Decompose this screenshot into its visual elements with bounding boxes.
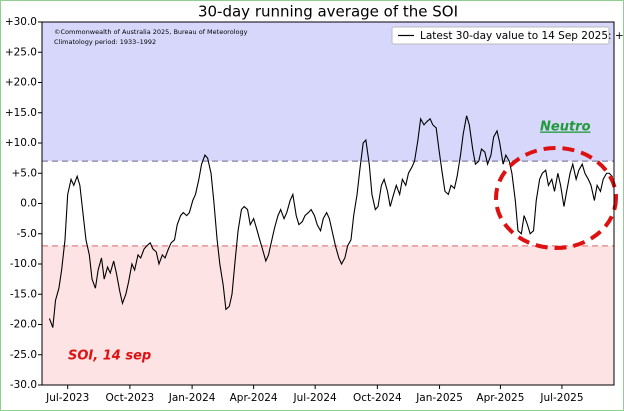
y-tick-label: -20.0 [10,319,37,331]
y-tick-label: 0.0 [20,198,37,210]
x-tick-label: Jul-2024 [293,392,337,404]
y-tick-label: -5.0 [17,228,38,240]
y-tick-label: +20.0 [5,77,37,89]
y-tick-label: -10.0 [10,258,37,270]
x-tick-label: Apr-2025 [476,392,524,404]
plot [48,115,614,328]
annotation: Climatology period: 1933–1992 [54,38,156,46]
y-tick-label: +25.0 [5,46,37,58]
x-tick-label: Jul-2025 [539,392,583,404]
legend-box [391,26,610,45]
y-tick-label: -25.0 [10,349,37,361]
x-tick-label: Oct-2023 [106,392,155,404]
annotation: ©Commonwealth of Australia 2025, Bureau … [54,28,248,36]
x-tick-label: Oct-2024 [353,392,402,404]
x-tick-label: Jan-2024 [168,392,216,404]
y-tick-label: -30.0 [10,379,37,391]
y-tick-label: +15.0 [5,107,37,119]
annotation: SOI, 14 sep [68,349,151,364]
x-tick-label: Apr-2024 [230,392,278,404]
y-tick-label: +5.0 [12,167,38,179]
backgrounds [42,22,614,385]
y-tick-label: +30.0 [5,16,37,28]
axes: -30.0 -25.0 -20.0 -15.0 -10.0 -5.0 0.0 +5.0 +10.… [5,16,624,404]
y-tick-label: +10.0 [5,137,37,149]
legend: Latest 30-day value to 14 Sep 2025: +4.4 [391,26,624,45]
band [42,245,614,385]
series-line [48,115,614,328]
thresholds [42,160,614,247]
y-tick-label: -15.0 [10,288,37,300]
chart-title: 30-day running average of the SOI [198,3,458,21]
x-tick-label: Jul-2023 [45,392,89,404]
legend-label: Latest 30-day value to 14 Sep 2025: +4.4 [420,30,624,42]
band [42,22,614,162]
annotation: Neutro [540,120,591,135]
x-tick-label: Jan-2025 [415,392,463,404]
highlight-ellipse [494,146,618,250]
